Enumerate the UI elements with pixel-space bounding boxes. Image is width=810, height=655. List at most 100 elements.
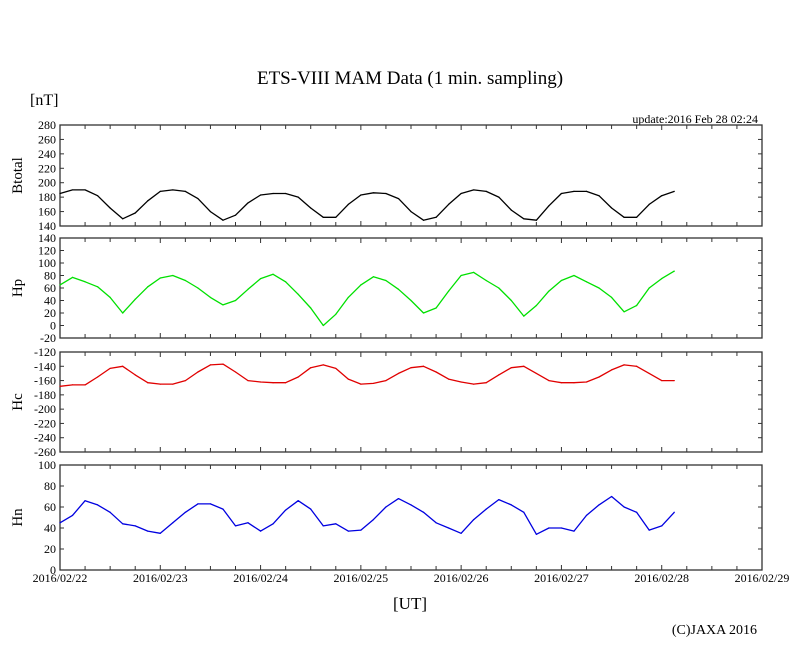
data-point	[234, 371, 237, 373]
data-point	[548, 379, 550, 382]
data-point	[585, 190, 588, 192]
data-point	[648, 372, 650, 375]
y-tick-label: 20	[44, 306, 56, 320]
data-point	[209, 503, 212, 505]
data-point	[197, 197, 199, 200]
panel-frame	[59, 237, 763, 339]
update-text: update:2016 Feb 28 02:24	[632, 112, 758, 126]
y-tick-label: -120	[34, 345, 56, 359]
data-point	[610, 495, 613, 498]
data-point	[122, 312, 124, 314]
data-point	[122, 365, 124, 367]
data-point	[448, 290, 450, 292]
data-point	[147, 286, 149, 288]
y-tick-label: 140	[38, 219, 56, 233]
y-tick-label: 120	[38, 244, 56, 258]
data-point	[410, 367, 412, 369]
data-point	[71, 514, 74, 517]
data-point	[297, 196, 299, 198]
data-point	[172, 383, 174, 385]
data-point	[498, 196, 500, 198]
x-axis-label: [UT]	[393, 594, 427, 613]
data-point	[573, 530, 575, 532]
series-line-hp	[59, 270, 675, 327]
data-point	[59, 385, 61, 387]
y-tick-label: -20	[40, 331, 56, 345]
unit-label: [nT]	[30, 92, 58, 109]
data-point	[209, 296, 212, 298]
data-point	[259, 278, 262, 280]
data-point	[372, 276, 374, 278]
data-point	[598, 287, 600, 289]
data-point	[347, 296, 349, 298]
data-point	[335, 523, 337, 525]
x-tick-label: 2016/02/24	[233, 571, 288, 585]
panel-frame	[59, 464, 763, 571]
data-point	[71, 189, 74, 191]
data-point	[109, 367, 111, 370]
data-point	[297, 500, 299, 502]
y-tick-label: 80	[44, 269, 56, 283]
data-point	[460, 192, 462, 195]
panel-hn: 0 20 40 60 80 100 Hn	[10, 458, 763, 577]
data-point	[623, 216, 625, 218]
data-point	[661, 195, 663, 197]
data-point	[234, 299, 237, 302]
data-point	[435, 216, 437, 218]
data-point	[259, 194, 262, 196]
data-point	[661, 525, 663, 527]
data-point	[272, 523, 274, 525]
data-point	[648, 529, 650, 531]
data-point	[573, 190, 575, 192]
data-point	[197, 503, 199, 505]
data-point	[172, 189, 174, 191]
data-point	[247, 202, 249, 204]
x-tick-label: 2016/02/26	[434, 571, 489, 585]
data-point	[460, 381, 462, 383]
data-point	[422, 312, 425, 314]
y-axis-label: Hc	[10, 393, 26, 411]
data-point	[335, 216, 337, 218]
y-tick-label: 100	[38, 458, 56, 472]
data-point	[59, 192, 61, 195]
data-point	[673, 511, 675, 513]
data-point	[197, 371, 199, 373]
data-point	[184, 511, 186, 513]
y-tick-label: 180	[38, 190, 56, 204]
data-point	[498, 374, 500, 376]
data-point	[247, 288, 249, 290]
data-point	[385, 506, 387, 508]
data-point	[272, 382, 274, 384]
data-point	[573, 274, 575, 277]
data-point	[360, 194, 362, 196]
data-point	[285, 382, 287, 384]
data-point	[435, 522, 437, 524]
panel-hc: -260-240-220-200-180-160-140-120 Hc	[10, 345, 763, 459]
data-point	[97, 504, 99, 506]
y-tick-label: -260	[34, 445, 56, 459]
data-point	[560, 279, 563, 282]
x-tick-label: 2016/02/25	[334, 571, 389, 585]
data-point	[134, 212, 136, 214]
data-point	[397, 197, 400, 200]
data-point	[310, 367, 312, 369]
data-point	[623, 311, 625, 313]
data-point	[159, 383, 161, 385]
data-point	[510, 504, 512, 506]
y-tick-label: 200	[38, 176, 56, 190]
y-tick-label: -220	[34, 416, 56, 430]
data-point	[460, 532, 462, 534]
data-point	[422, 219, 425, 221]
data-point	[147, 200, 149, 202]
data-point	[184, 379, 186, 382]
y-tick-label: 0	[50, 563, 56, 577]
data-point	[385, 279, 387, 282]
data-point	[673, 190, 675, 192]
y-tick-label: 60	[44, 500, 56, 514]
data-point	[84, 500, 86, 502]
data-point	[335, 367, 337, 370]
data-point	[360, 529, 362, 531]
data-point	[422, 511, 425, 513]
data-point	[109, 296, 111, 298]
data-point	[636, 511, 638, 513]
